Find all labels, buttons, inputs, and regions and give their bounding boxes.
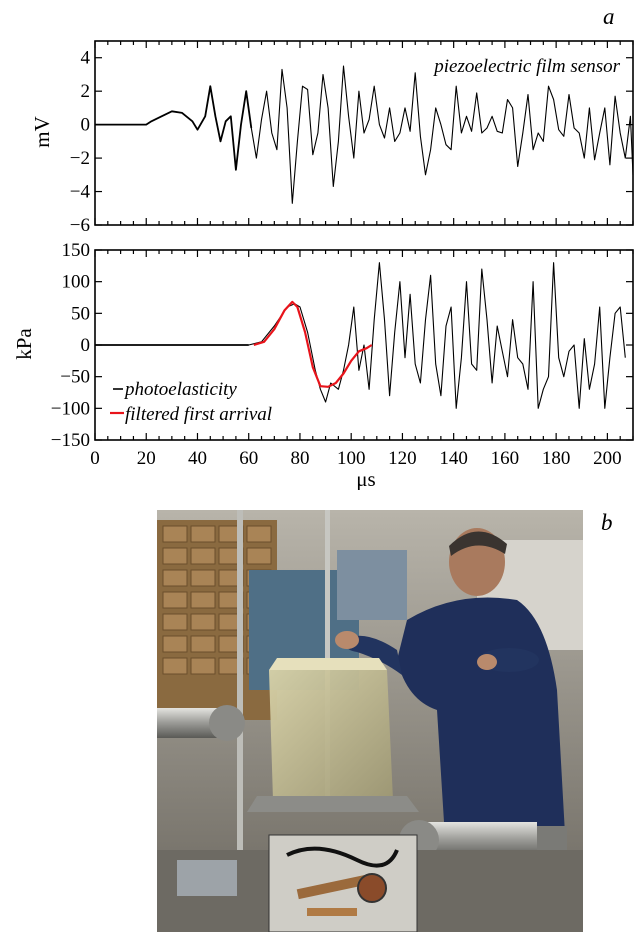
lab-setup-photo xyxy=(157,510,583,932)
pressure-x-axis-label: μs xyxy=(356,467,375,490)
x-tick-label: 40 xyxy=(188,448,207,469)
piezo-chart-series xyxy=(95,65,634,204)
x-tick-label: 20 xyxy=(137,448,156,469)
series-line-piezo-signal xyxy=(95,65,634,204)
x-tick-label: 60 xyxy=(239,448,258,469)
legend: photoelasticity filtered first arrival xyxy=(110,379,272,425)
x-tick-label: 160 xyxy=(491,448,520,469)
y-tick-label: 0 xyxy=(81,335,91,356)
y-tick-label: −4 xyxy=(70,182,91,203)
pressure-chart-series xyxy=(95,262,626,409)
x-tick-label: 200 xyxy=(593,448,622,469)
x-tick-label: 80 xyxy=(290,448,309,469)
figure-panel-a: a −6 −4 −2 0 2 4 piezoelectric film sensor mV… xyxy=(12,4,634,490)
x-tick-label: 0 xyxy=(90,448,100,469)
panel-a-label: a xyxy=(603,4,615,29)
y-tick-label: 4 xyxy=(81,48,91,69)
series-line-filtered-first-arrival xyxy=(253,300,373,388)
y-tick-label: 2 xyxy=(81,81,91,102)
y-tick-label: −100 xyxy=(51,398,90,419)
piezo-chart: −6 −4 −2 0 2 4 piezoelectric film sensor mV xyxy=(30,40,634,236)
y-tick-label: 100 xyxy=(62,272,91,293)
y-tick-label: 0 xyxy=(81,115,91,136)
piezo-annotation: piezoelectric film sensor xyxy=(432,56,620,77)
series-baseline-segment xyxy=(95,85,253,171)
piezo-chart-ticks: −6 −4 −2 0 2 4 xyxy=(70,41,634,236)
x-tick-label: 180 xyxy=(542,448,571,469)
y-tick-label: −2 xyxy=(70,148,90,169)
panel-b-label: b xyxy=(601,510,613,535)
x-tick-label: 140 xyxy=(439,448,468,469)
y-tick-label: −6 xyxy=(70,215,90,236)
piezo-y-axis-label: mV xyxy=(30,116,54,148)
pressure-chart: 0 20 40 60 80 100 120 140 160 180 200 −150 −100 −50 0 5… xyxy=(12,240,634,490)
legend-label-photoelasticity: photoelasticity xyxy=(123,379,237,400)
pressure-y-axis-label: kPa xyxy=(12,328,36,360)
y-tick-label: −150 xyxy=(51,430,90,451)
lab-setup-photo-drawing xyxy=(157,510,583,932)
y-tick-label: 150 xyxy=(62,240,91,261)
legend-label-filtered: filtered first arrival xyxy=(125,404,272,425)
y-tick-label: −50 xyxy=(60,367,90,388)
x-tick-label: 100 xyxy=(337,448,366,469)
series-line-photoelasticity xyxy=(95,262,626,409)
x-tick-label: 120 xyxy=(388,448,417,469)
y-tick-label: 50 xyxy=(71,303,90,324)
pressure-chart-ticks: 0 20 40 60 80 100 120 140 160 180 200 −150 −100 −50 0 5… xyxy=(51,240,634,469)
